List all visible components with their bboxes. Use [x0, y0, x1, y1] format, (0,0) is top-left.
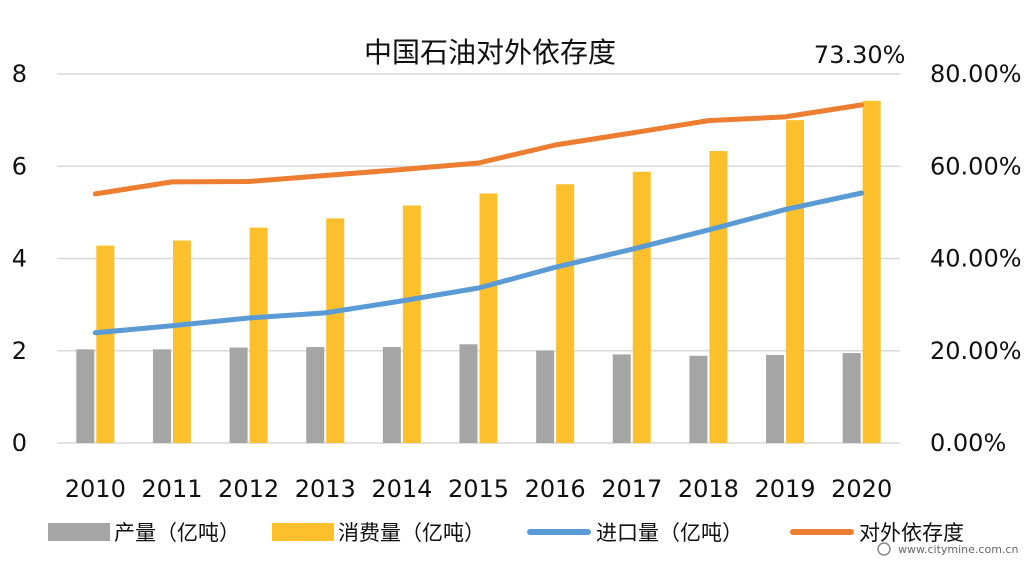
left-tick-label: 0 [12, 429, 27, 457]
lines [92, 102, 865, 336]
bar-consumption [326, 218, 345, 443]
x-tick-label: 2017 [601, 475, 662, 503]
line-dependency [92, 102, 865, 197]
legend-swatch [272, 523, 334, 541]
right-tick-label: 20.00% [930, 337, 1022, 365]
line-imports [92, 190, 865, 336]
bar-production [382, 347, 401, 443]
x-tick-label: 2016 [525, 475, 586, 503]
bar-consumption [632, 171, 651, 443]
watermark: www.citymine.com.cn [877, 542, 1018, 556]
legend: 产量（亿吨） 消费量（亿吨） 进口量（亿吨） 对外依存度 [48, 521, 964, 545]
legend-label: 产量（亿吨） [114, 521, 240, 545]
right-tick-label: 40.00% [930, 245, 1022, 273]
bar-consumption [709, 151, 728, 443]
bar-consumption [479, 193, 498, 443]
annotation-label: 73.30% [814, 41, 906, 69]
left-tick-label: 4 [12, 245, 27, 273]
x-tick-label: 2012 [218, 475, 279, 503]
left-tick-label: 2 [12, 337, 27, 365]
bar-production [766, 354, 785, 443]
right-tick-label: 60.00% [930, 152, 1022, 180]
right-tick-label: 80.00% [930, 60, 1022, 88]
left-tick-label: 8 [12, 60, 27, 88]
bar-consumption [402, 205, 421, 443]
x-tick-label: 2014 [371, 475, 432, 503]
watermark-logo-icon [877, 542, 891, 556]
x-tick-label: 2011 [141, 475, 202, 503]
bar-production [612, 354, 631, 443]
x-tick-label: 2020 [831, 475, 892, 503]
bar-consumption [556, 184, 575, 443]
legend-label: 消费量（亿吨） [338, 521, 485, 545]
bar-production [842, 353, 861, 443]
x-tick-label: 2019 [755, 475, 816, 503]
gridlines [57, 73, 900, 444]
bar-production [536, 350, 555, 443]
x-tick-label: 2018 [678, 475, 739, 503]
bar-consumption [862, 100, 881, 443]
bar-production [459, 344, 478, 443]
bar-consumption [786, 120, 805, 443]
legend-swatch [48, 523, 110, 541]
x-tick-label: 2013 [295, 475, 356, 503]
x-tick-label: 2010 [65, 475, 126, 503]
chart-title: 中国石油对外依存度 [364, 36, 616, 69]
right-tick-label: 0.00% [930, 429, 1006, 457]
x-axis: 2010 2011 2012 2013 2014 2015 2016 2017 2018 2019… [65, 475, 892, 503]
bar-production [152, 349, 171, 443]
bar-consumption [96, 245, 115, 443]
bar-production [689, 355, 708, 443]
bar-consumption [172, 240, 191, 443]
bar-production [229, 347, 248, 443]
bar-production [306, 347, 325, 443]
right-axis: 0.00% 20.00% 40.00% 60.00% 80.00% [930, 60, 1022, 457]
legend-label: 进口量（亿吨） [596, 521, 743, 545]
bar-production [76, 349, 95, 443]
bar-consumption [249, 227, 268, 443]
legend-label: 对外依存度 [859, 521, 964, 545]
x-tick-label: 2015 [448, 475, 509, 503]
watermark-text: www.citymine.com.cn [898, 543, 1018, 556]
left-tick-label: 6 [12, 152, 27, 180]
bars [76, 100, 881, 443]
left-axis: 0 2 4 6 8 [12, 60, 27, 457]
